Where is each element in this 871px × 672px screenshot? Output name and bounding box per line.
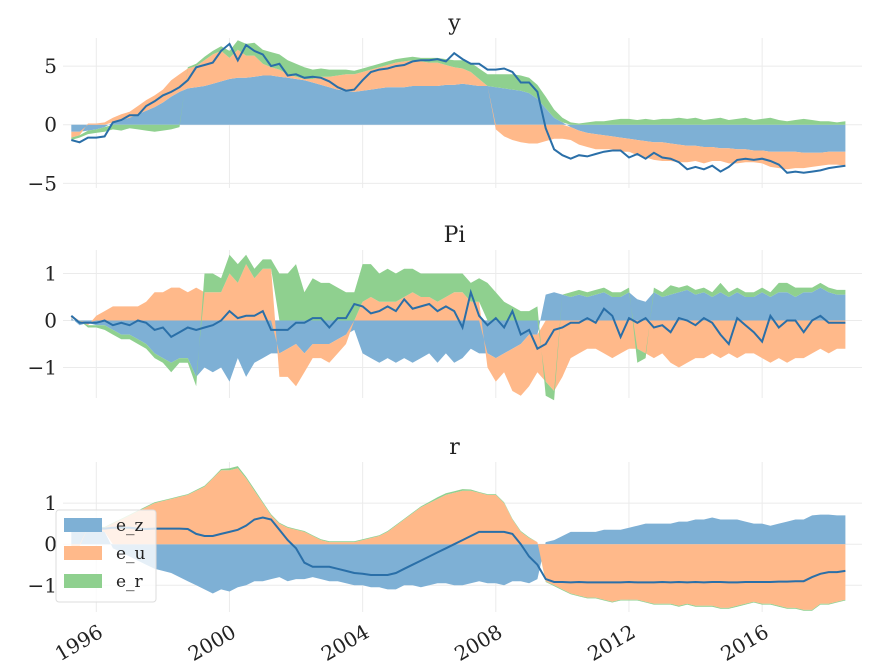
panel-1: −1 0 1 Pi <box>28 223 862 401</box>
area-e-r <box>71 40 846 140</box>
y-tick-label: 5 <box>44 54 57 78</box>
x-tick-label: 2012 <box>583 620 639 666</box>
y-tick-label: −5 <box>28 171 57 195</box>
y-tick-label: 1 <box>44 261 57 285</box>
x-tick-label: 1996 <box>51 620 107 666</box>
legend-swatch <box>64 518 102 532</box>
area-e-r <box>71 254 846 401</box>
legend: e_z e_u e_r <box>55 509 157 603</box>
panel-title: y <box>447 11 461 36</box>
y-tick-label: 0 <box>44 308 57 332</box>
total-line <box>71 516 846 584</box>
legend-label: e_u <box>116 544 146 564</box>
y-tick-label: 0 <box>44 532 57 556</box>
area-e-z <box>71 514 846 594</box>
area-e-u <box>71 264 846 396</box>
area-e-u <box>71 49 846 170</box>
area-e-z <box>71 287 846 382</box>
total-line <box>70 288 846 351</box>
legend-label: e_z <box>116 516 144 536</box>
y-tick-label: −1 <box>28 355 57 379</box>
total-line <box>71 42 846 174</box>
area-e-z <box>71 75 846 153</box>
y-tick-label: 1 <box>44 491 57 515</box>
area-e-u <box>71 468 846 610</box>
panel-title: Pi <box>444 223 466 248</box>
x-tick-label: 2016 <box>717 620 773 666</box>
x-tick-label: 2008 <box>450 620 506 666</box>
legend-swatch <box>64 546 102 560</box>
x-tick-label: 2000 <box>184 620 240 666</box>
legend-label: e_r <box>116 572 144 592</box>
x-tick-label: 2004 <box>317 620 373 666</box>
panel-0: −5 0 5 y <box>28 11 862 195</box>
legend-swatch <box>64 574 102 588</box>
y-tick-label: −1 <box>28 573 57 597</box>
y-tick-label: 0 <box>44 113 57 137</box>
panel-title: r <box>449 435 460 460</box>
